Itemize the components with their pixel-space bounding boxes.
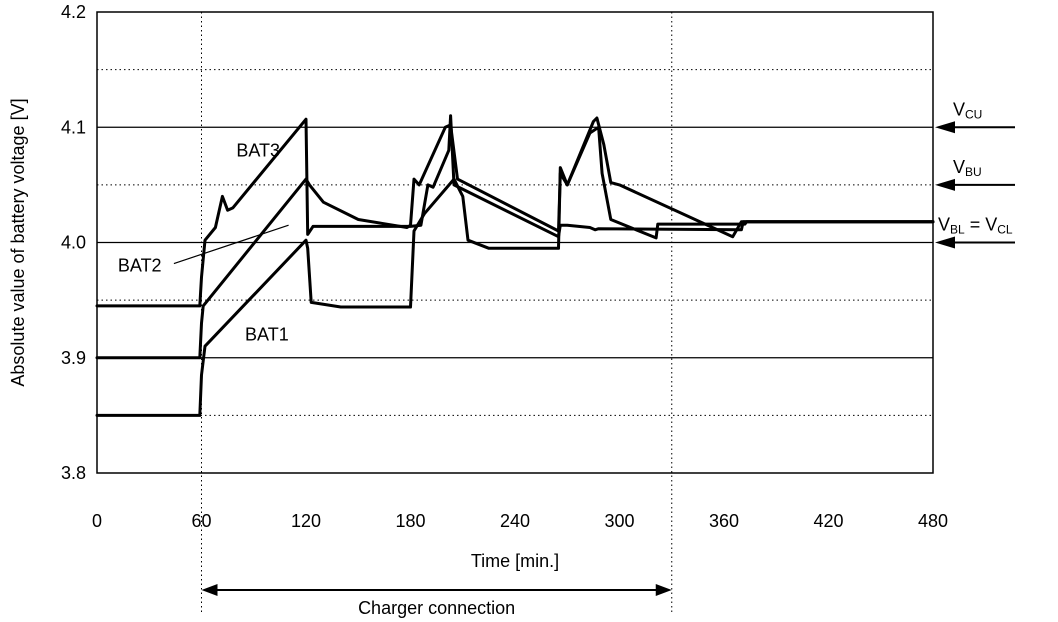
x-tick-label: 240 xyxy=(500,511,530,531)
threshold-label: VCU xyxy=(953,99,982,121)
threshold-arrowhead xyxy=(935,121,955,134)
plot-area-frame xyxy=(96,11,934,474)
y-tick-label: 4.2 xyxy=(61,2,86,22)
threshold-arrowhead xyxy=(935,178,955,191)
tick-labels: 0 60 120 180 240 300 360 420 480 3.8 3.9 4.0 4.1 4.2 xyxy=(61,2,948,531)
series-labels: BAT3 BAT2 BAT1 xyxy=(118,140,289,345)
x-tick-label: 300 xyxy=(604,511,634,531)
threshold-annotations: VCU VBU VBL = VCL xyxy=(935,99,1015,249)
y-tick-label: 4.0 xyxy=(61,233,86,253)
threshold-label: VBL = VCL xyxy=(938,215,1013,237)
series-label-bat1: BAT1 xyxy=(245,325,289,345)
x-tick-label: 360 xyxy=(709,511,739,531)
y-tick-label: 3.9 xyxy=(61,348,86,368)
threshold-label: VBU xyxy=(953,157,982,179)
series-line-bat1 xyxy=(95,116,935,417)
x-axis-label: Time [min.] xyxy=(471,551,559,571)
y-tick-label: 3.8 xyxy=(61,463,86,483)
x-tick-label: 420 xyxy=(813,511,843,531)
x-tick-label: 60 xyxy=(191,511,211,531)
bat2-leader-line xyxy=(173,224,289,265)
charger-arrowhead-left xyxy=(201,584,218,596)
charger-connection: Charger connection xyxy=(201,584,672,618)
x-tick-label: 480 xyxy=(918,511,948,531)
x-tick-label: 120 xyxy=(291,511,321,531)
series-label-bat2: BAT2 xyxy=(118,256,162,276)
series-line-bat3 xyxy=(95,114,935,308)
x-tick-label: 0 xyxy=(92,511,102,531)
x-tick-label: 180 xyxy=(395,511,425,531)
threshold-arrowhead xyxy=(935,236,955,249)
series-line-bat2 xyxy=(95,123,935,360)
y-axis-label: Absolute value of battery voltage [V] xyxy=(8,98,28,386)
charger-arrowhead-right xyxy=(655,584,672,596)
series-layer xyxy=(95,114,935,417)
y-tick-label: 4.1 xyxy=(61,117,86,137)
series-label-bat3: BAT3 xyxy=(236,140,280,160)
charger-connection-label: Charger connection xyxy=(358,598,515,618)
